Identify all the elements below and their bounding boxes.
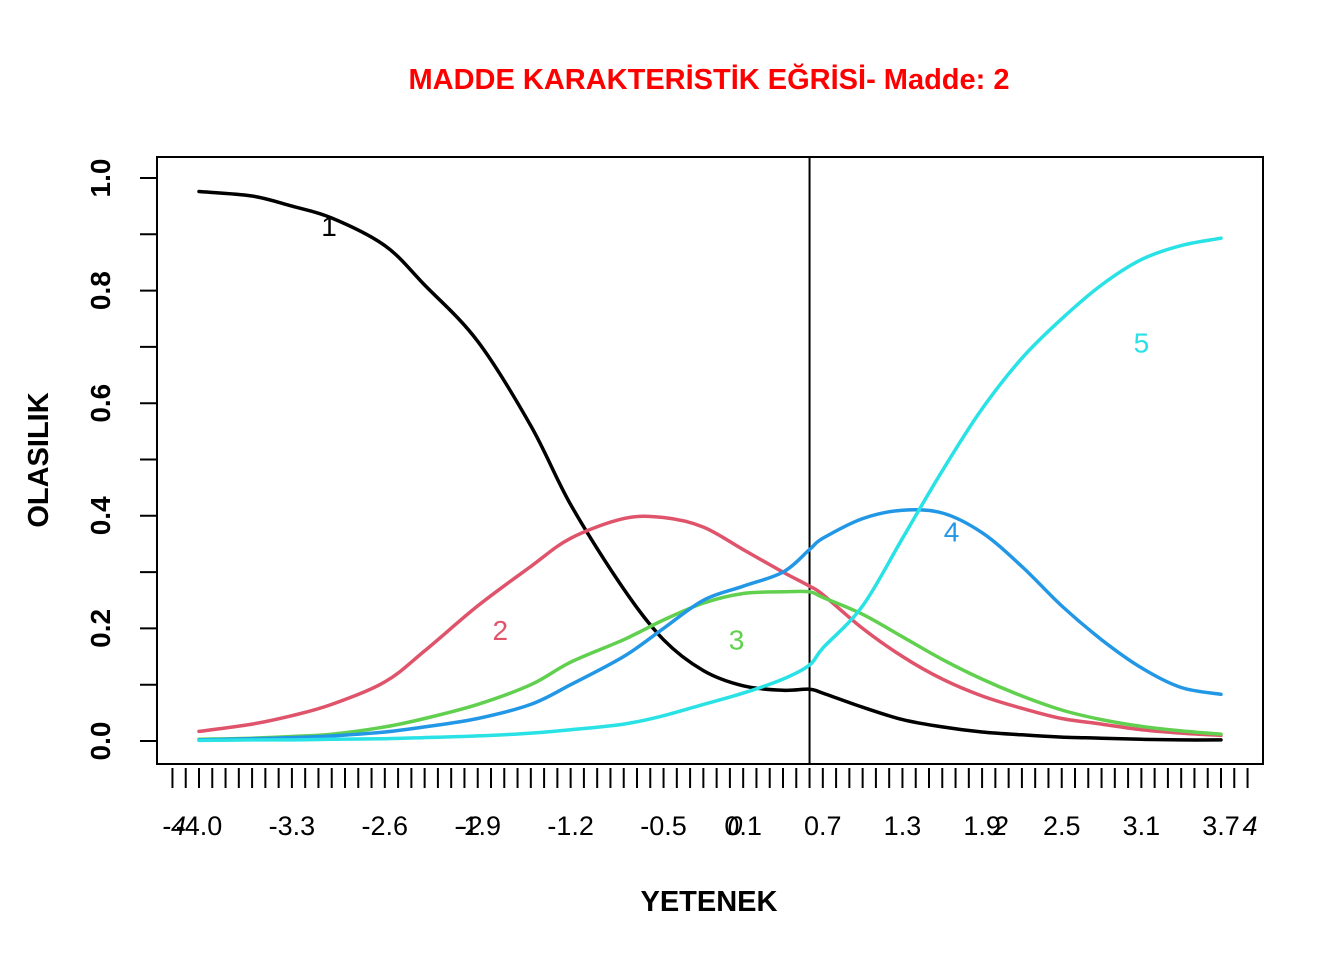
x-tick-label: -1.9 (454, 811, 501, 841)
x-tick-label: 1.9 (963, 811, 1001, 841)
x-overlay-tick-label: 4 (1242, 811, 1257, 841)
series-line-2 (197, 514, 1223, 738)
x-tick-label: 3.7 (1202, 811, 1240, 841)
y-axis: 0.0 0.2 0.4 0.6 0.8 1.0 (85, 159, 157, 761)
curve-labels: 1 2 3 4 5 (321, 211, 1149, 656)
x-tick-label: 3.1 (1123, 811, 1161, 841)
y-tick-label: 0.8 (85, 271, 116, 310)
y-tick-label: 0.4 (85, 496, 116, 535)
curve-label-2: 2 (493, 615, 509, 646)
x-tick-label: -4.0 (176, 811, 223, 841)
y-tick-label: 0.6 (85, 384, 116, 423)
curve-label-4: 4 (944, 517, 960, 548)
curves (197, 189, 1223, 743)
x-overlay-tick-label: -2 (457, 811, 481, 841)
series-line-1 (197, 189, 1223, 742)
y-tick-label: 1.0 (85, 159, 116, 198)
x-overlay-tick-label: 2 (992, 811, 1008, 841)
x-axis: -4.0 -3.3 -2.6 -1.9 -1.2 -0.5 0.1 0.7 1.3 1.9 2.5 3… (162, 768, 1258, 841)
y-tick-label: 0.0 (85, 722, 116, 761)
curve-label-5: 5 (1134, 327, 1150, 358)
curve-label-1: 1 (321, 211, 337, 242)
x-tick-label: -1.2 (547, 811, 594, 841)
x-overlay-tick-label: -4 (162, 811, 186, 841)
y-axis-title: OLASILIK (23, 392, 55, 527)
x-overlay-tick-label: 0 (727, 811, 742, 841)
x-tick-label: 0.7 (804, 811, 842, 841)
chart-title: MADDE KARAKTERİSTİK EĞRİSİ- Madde: 2 (409, 62, 1010, 96)
series-line-4 (197, 507, 1223, 742)
x-tick-label: 1.3 (884, 811, 922, 841)
series-line-5 (197, 236, 1223, 743)
y-tick-label: 0.2 (85, 609, 116, 648)
x-tick-label: 2.5 (1043, 811, 1081, 841)
x-tick-label: 0.1 (724, 811, 762, 841)
series-line-3 (197, 589, 1223, 742)
x-tick-label: -2.6 (362, 811, 409, 841)
x-axis-title: YETENEK (641, 886, 778, 918)
x-tick-label: -3.3 (269, 811, 316, 841)
x-tick-label: -0.5 (640, 811, 687, 841)
curve-label-3: 3 (729, 625, 745, 656)
